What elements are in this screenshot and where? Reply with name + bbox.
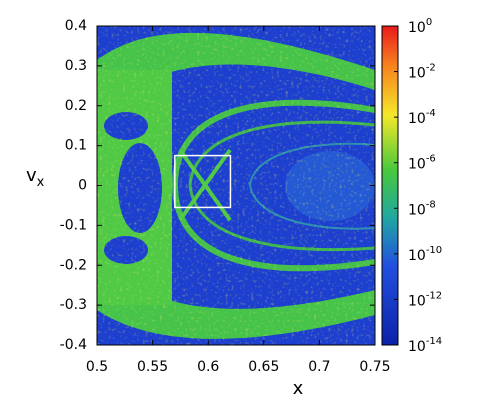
colorbar-tick-base: 10	[408, 293, 426, 309]
y-tick-label: 0.4	[65, 18, 87, 34]
colorbar-tick-base: 10	[408, 111, 426, 127]
y-tick-label: -0.2	[60, 257, 87, 273]
colorbar-tick-exponent: -6	[426, 154, 436, 165]
y-tick-label: 0.2	[65, 98, 87, 114]
highlight-box	[174, 154, 232, 209]
y-tick-label: 0.1	[65, 138, 87, 154]
colorbar-tick-label: 10-4	[408, 108, 436, 127]
colorbar-tick-exponent: -2	[426, 63, 436, 74]
y-tick-label: -0.1	[60, 217, 87, 233]
y-axis-label-sub: x	[37, 175, 45, 190]
y-axis-label-main: v	[26, 165, 37, 186]
x-tick-label: 0.7	[308, 359, 330, 375]
y-tick-label: 0.3	[65, 58, 87, 74]
colorbar-tick-exponent: -12	[426, 290, 442, 301]
colorbar-tick-base: 10	[408, 20, 426, 36]
x-axis-label: x	[293, 378, 304, 399]
colorbar-tick-base: 10	[408, 157, 426, 173]
y-tick-label: -0.3	[60, 297, 87, 313]
x-tick-label: 0.75	[359, 359, 390, 375]
y-tick-label: 0	[78, 178, 87, 194]
x-tick-label: 0.65	[248, 359, 279, 375]
colorbar-tick-label: 10-8	[408, 199, 436, 218]
colorbar-tick-base: 10	[408, 248, 426, 264]
colorbar-tick-base: 10	[408, 202, 426, 218]
colorbar-tick-exponent: -14	[426, 336, 442, 347]
colorbar-tick-exponent: -4	[426, 108, 436, 119]
colorbar-tick-exponent: -10	[426, 245, 442, 256]
colorbar-tick-label: 10-2	[408, 63, 436, 82]
colorbar-tick-exponent: -8	[426, 199, 436, 210]
x-tick-label: 0.55	[137, 359, 168, 375]
colorbar-tick-label: 10-12	[408, 290, 442, 309]
colorbar-tick-exponent: 0	[426, 17, 432, 28]
y-axis-label: vx	[26, 165, 45, 190]
y-tick-label: -0.4	[60, 337, 87, 353]
colorbar-tick-base: 10	[408, 339, 426, 355]
colorbar-tick-label: 10-14	[408, 336, 442, 355]
x-tick-label: 0.6	[197, 359, 219, 375]
x-tick-label: 0.5	[86, 359, 108, 375]
colorbar	[381, 25, 399, 346]
colorbar-tick-base: 10	[408, 66, 426, 82]
colorbar-tick-label: 10-6	[408, 154, 436, 173]
colorbar-tick-label: 100	[408, 17, 432, 36]
colorbar-tick-label: 10-10	[408, 245, 442, 264]
heatmap	[97, 26, 375, 345]
